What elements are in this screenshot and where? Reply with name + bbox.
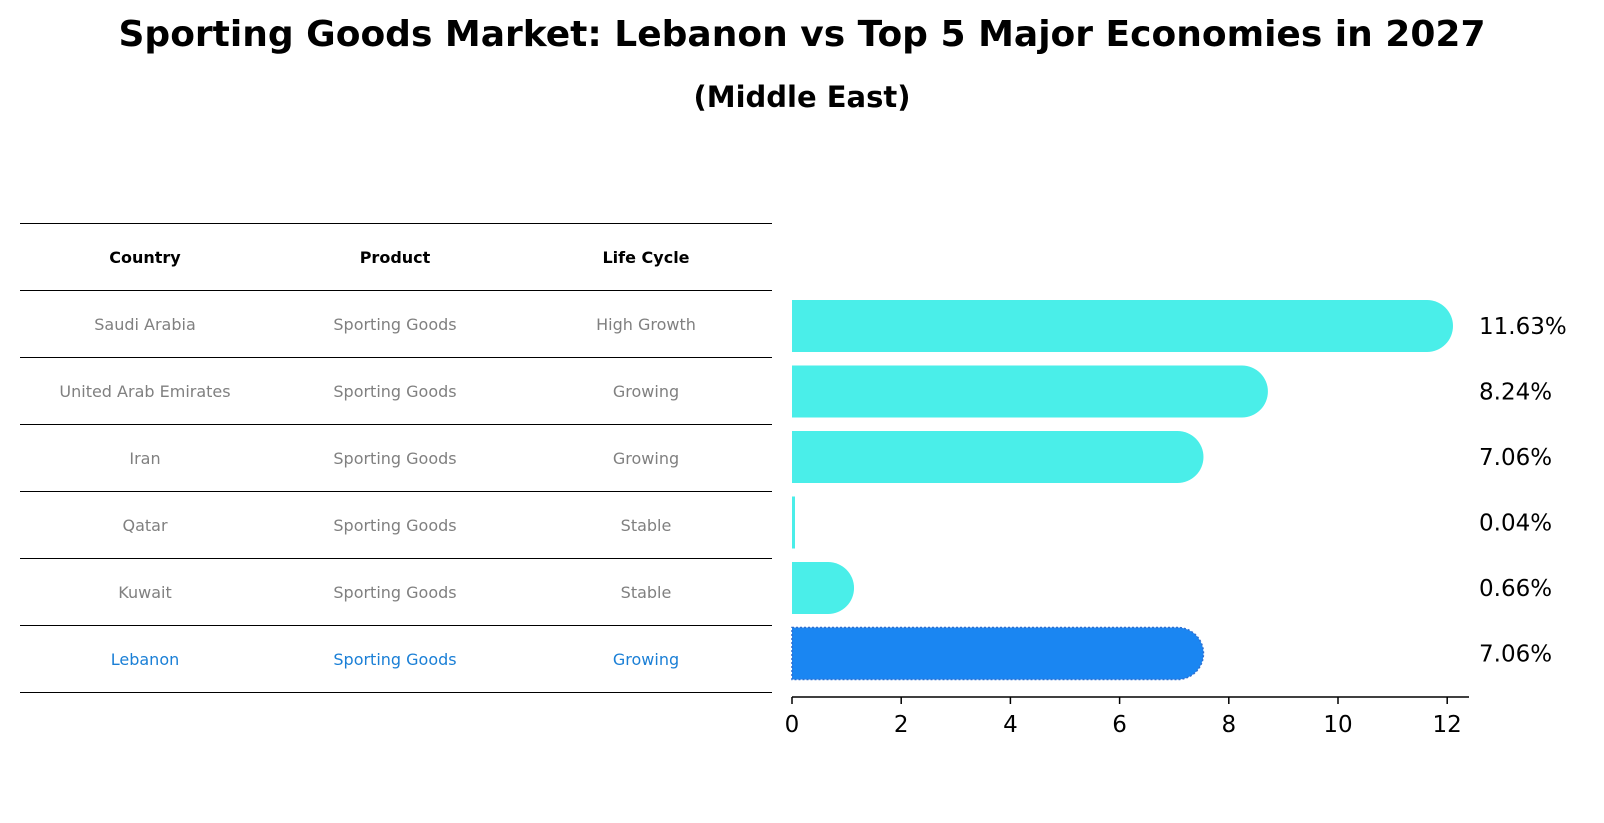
data-label: 0.66% bbox=[1479, 576, 1552, 602]
cell-country: United Arab Emirates bbox=[59, 381, 231, 401]
chart-subtitle: (Middle East) bbox=[693, 80, 911, 114]
cell-country: Iran bbox=[129, 448, 161, 468]
cell-life-cycle: Stable bbox=[620, 515, 672, 535]
chart-title: Sporting Goods Market: Lebanon vs Top 5 … bbox=[118, 14, 1486, 55]
cell-country: Qatar bbox=[122, 515, 168, 535]
x-tick-label: 12 bbox=[1433, 712, 1462, 738]
table-row: Iran Sporting Goods Growing bbox=[20, 424, 772, 491]
bar bbox=[792, 365, 1268, 418]
data-label: 7.06% bbox=[1479, 642, 1552, 668]
table-row: United Arab Emirates Sporting Goods Grow… bbox=[20, 357, 772, 424]
table-row-highlight: Lebanon Sporting Goods Growing bbox=[20, 625, 772, 693]
cell-country: Lebanon bbox=[110, 649, 180, 669]
table-header-row: Country Product Life Cycle bbox=[20, 223, 772, 290]
data-label: 11.63% bbox=[1479, 314, 1567, 340]
table-row: Qatar Sporting Goods Stable bbox=[20, 491, 772, 558]
cell-life-cycle: Stable bbox=[620, 582, 672, 602]
data-label: 7.06% bbox=[1479, 445, 1552, 471]
cell-life-cycle: Growing bbox=[612, 649, 680, 669]
data-label: 0.04% bbox=[1479, 511, 1552, 537]
cell-product: Sporting Goods bbox=[333, 515, 457, 535]
cell-life-cycle: Growing bbox=[612, 448, 680, 468]
bar bbox=[792, 300, 1453, 352]
cell-country: Saudi Arabia bbox=[94, 314, 196, 334]
x-tick-label: 4 bbox=[1003, 712, 1018, 738]
cell-life-cycle: High Growth bbox=[596, 314, 696, 334]
x-tick-label: 10 bbox=[1323, 712, 1352, 738]
data-label: 8.24% bbox=[1479, 380, 1552, 406]
bar bbox=[792, 562, 855, 614]
x-tick-label: 2 bbox=[894, 712, 909, 738]
table-row: Saudi Arabia Sporting Goods High Growth bbox=[20, 290, 772, 357]
cell-product: Sporting Goods bbox=[333, 448, 457, 468]
bar-highlight bbox=[791, 626, 1205, 681]
x-tick-label: 6 bbox=[1112, 712, 1127, 738]
cell-product: Sporting Goods bbox=[333, 582, 457, 602]
cell-country: Kuwait bbox=[118, 582, 172, 602]
bar bbox=[792, 431, 1204, 483]
table-row: Kuwait Sporting Goods Stable bbox=[20, 558, 772, 625]
x-tick-label: 0 bbox=[785, 712, 800, 738]
header-country: Country bbox=[109, 247, 181, 267]
cell-product: Sporting Goods bbox=[333, 649, 457, 669]
cell-product: Sporting Goods bbox=[333, 381, 457, 401]
cell-product: Sporting Goods bbox=[333, 314, 457, 334]
cell-life-cycle: Growing bbox=[612, 381, 680, 401]
bar bbox=[792, 496, 795, 549]
life-cycle-table: Country Product Life Cycle Saudi Arabia … bbox=[20, 223, 772, 693]
header-product: Product bbox=[359, 247, 431, 267]
header-life-cycle: Life Cycle bbox=[602, 247, 690, 267]
x-tick-label: 8 bbox=[1221, 712, 1236, 738]
